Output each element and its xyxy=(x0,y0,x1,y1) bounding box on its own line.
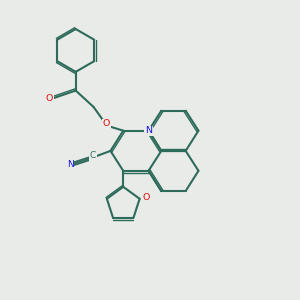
Text: N: N xyxy=(145,126,152,135)
Text: O: O xyxy=(46,94,53,103)
Text: C: C xyxy=(90,152,96,160)
Text: O: O xyxy=(103,119,110,128)
Text: N: N xyxy=(67,160,74,169)
Text: O: O xyxy=(142,193,150,202)
